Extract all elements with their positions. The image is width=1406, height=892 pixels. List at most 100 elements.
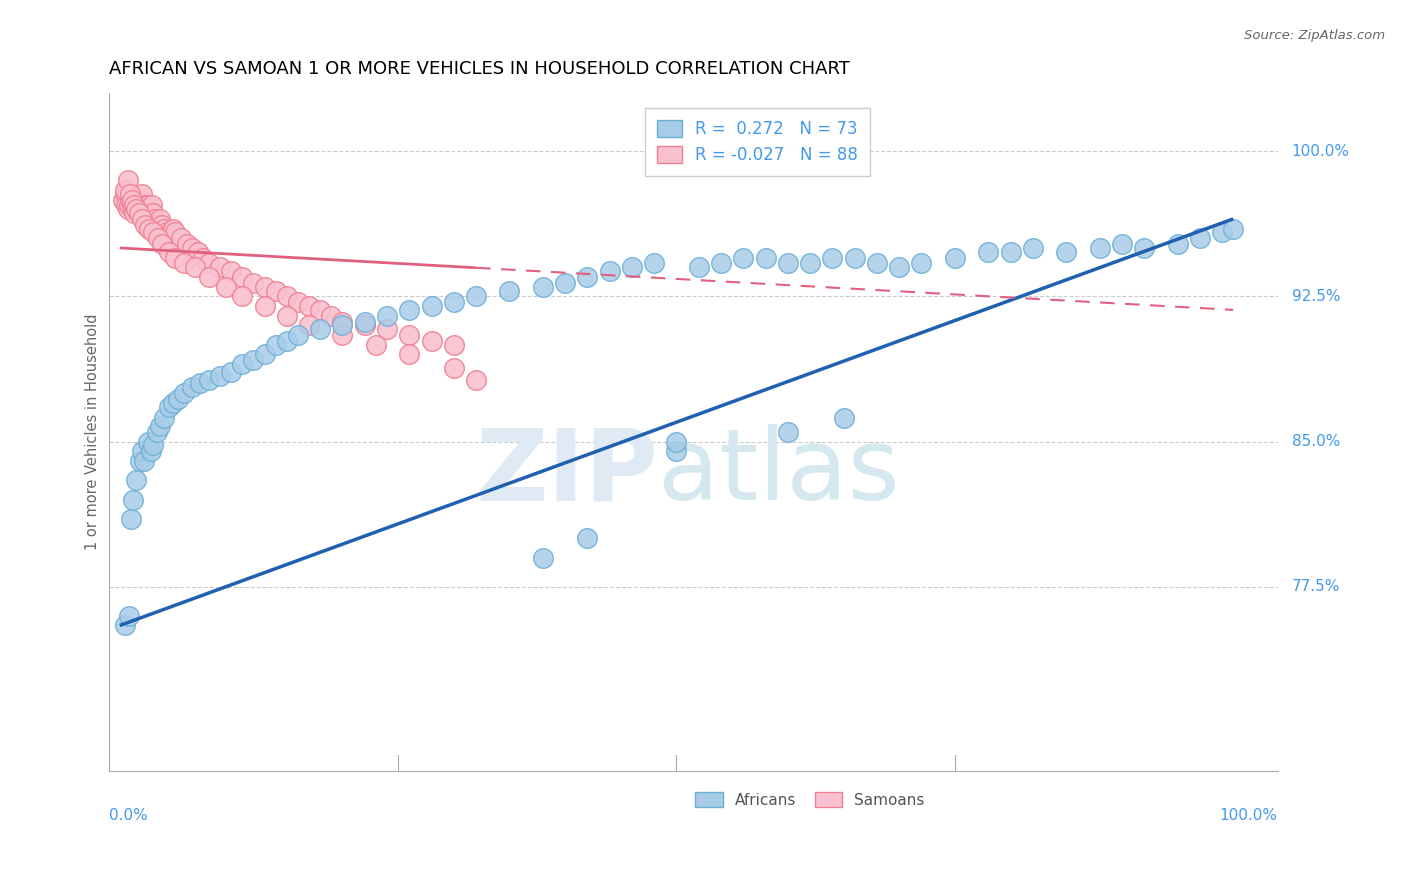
Point [184, 260, 207, 275]
Point [128, 206, 150, 220]
Point [733, 251, 755, 265]
Point [162, 221, 184, 235]
Point [136, 198, 159, 212]
Point [398, 347, 420, 361]
Point [1133, 241, 1156, 255]
Text: 92.5%: 92.5% [1292, 289, 1340, 304]
Point [118, 198, 141, 212]
Point [776, 256, 799, 270]
Point [150, 237, 173, 252]
Point [132, 202, 155, 217]
Point [145, 211, 167, 226]
Point [136, 434, 159, 449]
Point [146, 231, 169, 245]
Point [1167, 237, 1189, 252]
Point [134, 198, 156, 212]
Point [138, 206, 160, 220]
Point [117, 173, 139, 187]
Point [643, 256, 665, 270]
Point [443, 295, 465, 310]
Text: AFRICAN VS SAMOAN 1 OR MORE VEHICLES IN HOUSEHOLD CORRELATION CHART: AFRICAN VS SAMOAN 1 OR MORE VEHICLES IN … [108, 60, 849, 78]
Point [276, 309, 298, 323]
Point [332, 314, 354, 328]
Point [219, 365, 242, 379]
Point [253, 279, 276, 293]
Point [309, 322, 332, 336]
Point [620, 260, 643, 275]
Point [155, 226, 177, 240]
Point [420, 299, 443, 313]
Point [176, 237, 198, 252]
Point [157, 400, 180, 414]
Point [134, 206, 156, 220]
Point [554, 276, 576, 290]
Point [231, 289, 253, 303]
Point [145, 425, 167, 439]
Point [129, 193, 152, 207]
Point [118, 186, 141, 201]
Text: 100.0%: 100.0% [1292, 144, 1350, 159]
Point [120, 186, 142, 201]
Point [153, 221, 176, 235]
Point [114, 618, 136, 632]
Point [162, 396, 184, 410]
Point [131, 211, 153, 226]
Point [910, 256, 932, 270]
Point [398, 328, 420, 343]
Point [253, 299, 276, 313]
Point [754, 251, 776, 265]
Point [498, 284, 520, 298]
Point [332, 328, 354, 343]
Point [253, 347, 276, 361]
Point [208, 260, 231, 275]
Point [298, 299, 321, 313]
Point [242, 353, 264, 368]
Legend: Africans, Samoans: Africans, Samoans [689, 786, 931, 814]
Point [165, 226, 187, 240]
Point [114, 186, 136, 201]
Point [157, 244, 180, 259]
Point [1222, 221, 1244, 235]
Point [135, 202, 157, 217]
Point [309, 302, 332, 317]
Point [332, 318, 354, 333]
Point [208, 368, 231, 383]
Point [173, 386, 195, 401]
Point [112, 193, 135, 207]
Point [799, 256, 821, 270]
Point [165, 251, 187, 265]
Point [131, 186, 153, 201]
Point [465, 373, 488, 387]
Point [866, 256, 889, 270]
Point [832, 411, 855, 425]
Point [128, 202, 150, 217]
Point [665, 434, 688, 449]
Point [287, 328, 309, 343]
Point [117, 202, 139, 217]
Point [531, 550, 554, 565]
Point [599, 264, 621, 278]
Point [170, 231, 193, 245]
Point [153, 411, 176, 425]
Point [124, 198, 146, 212]
Point [688, 260, 710, 275]
Point [375, 309, 398, 323]
Point [122, 206, 145, 220]
Point [118, 608, 141, 623]
Point [1022, 241, 1045, 255]
Point [115, 198, 138, 212]
Point [173, 256, 195, 270]
Point [1111, 237, 1133, 252]
Point [127, 198, 149, 212]
Point [198, 256, 221, 270]
Point [1088, 241, 1111, 255]
Text: atlas: atlas [658, 424, 900, 521]
Point [128, 454, 150, 468]
Point [776, 425, 799, 439]
Point [114, 183, 136, 197]
Point [122, 198, 145, 212]
Point [821, 251, 844, 265]
Point [443, 337, 465, 351]
Point [187, 244, 209, 259]
Point [150, 218, 173, 232]
